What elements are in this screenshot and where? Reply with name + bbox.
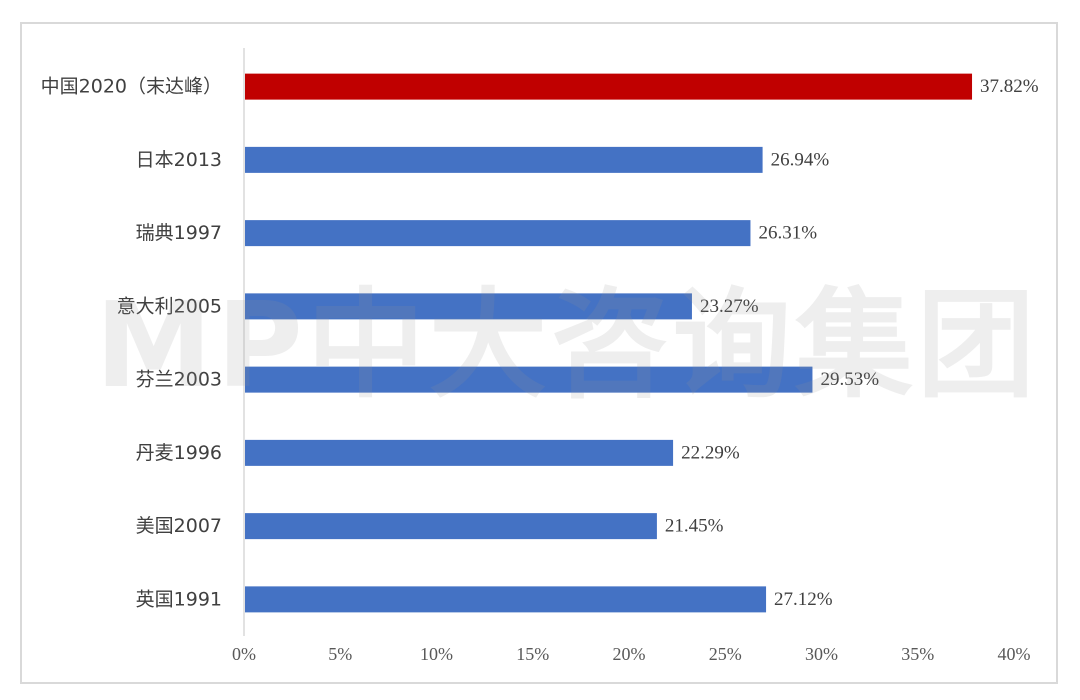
value-label: 27.12%	[774, 589, 833, 610]
value-labels: 37.82% 26.94% 26.31% 23.27% 29.53% 22.29% 21.4…	[665, 76, 1039, 610]
x-tick-label: 0%	[232, 644, 256, 664]
category-label: 瑞典1997	[136, 222, 222, 244]
category-label: 美国2007	[136, 515, 222, 537]
x-tick-label: 40%	[998, 644, 1031, 664]
bar	[245, 220, 751, 247]
category-label: 意大利2005	[117, 295, 222, 317]
value-label: 37.82%	[980, 76, 1039, 97]
value-label: 29.53%	[820, 369, 879, 390]
x-tick-label: 5%	[328, 644, 352, 664]
bar	[245, 586, 767, 613]
value-label: 26.31%	[758, 223, 817, 244]
category-label: 中国2020（末达峰）	[41, 76, 222, 98]
chart-frame	[20, 22, 1058, 684]
bars-group	[245, 73, 973, 613]
x-tick-label: 25%	[709, 644, 742, 664]
category-label: 丹麦1996	[136, 442, 222, 464]
bar	[245, 366, 813, 393]
x-tick-label: 20%	[613, 644, 646, 664]
x-tick-labels: 0% 5% 10% 15% 20% 25% 30% 35% 40%	[232, 644, 1031, 664]
value-label: 22.29%	[681, 442, 740, 463]
x-tick-label: 15%	[516, 644, 549, 664]
category-label: 芬兰2003	[136, 369, 222, 391]
value-label: 23.27%	[700, 296, 759, 317]
category-label: 英国1991	[136, 588, 222, 610]
bar	[245, 73, 973, 100]
bar	[245, 513, 657, 540]
bar	[245, 439, 674, 466]
x-tick-label: 10%	[420, 644, 453, 664]
value-label: 21.45%	[665, 516, 724, 537]
bar	[245, 146, 763, 173]
x-tick-label: 30%	[805, 644, 838, 664]
x-tick-label: 35%	[901, 644, 934, 664]
bar	[245, 293, 692, 320]
category-labels: 中国2020（末达峰） 日本2013 瑞典1997 意大利2005 芬兰2003 丹麦19…	[41, 76, 222, 611]
category-label: 日本2013	[136, 149, 222, 171]
value-label: 26.94%	[771, 149, 830, 170]
